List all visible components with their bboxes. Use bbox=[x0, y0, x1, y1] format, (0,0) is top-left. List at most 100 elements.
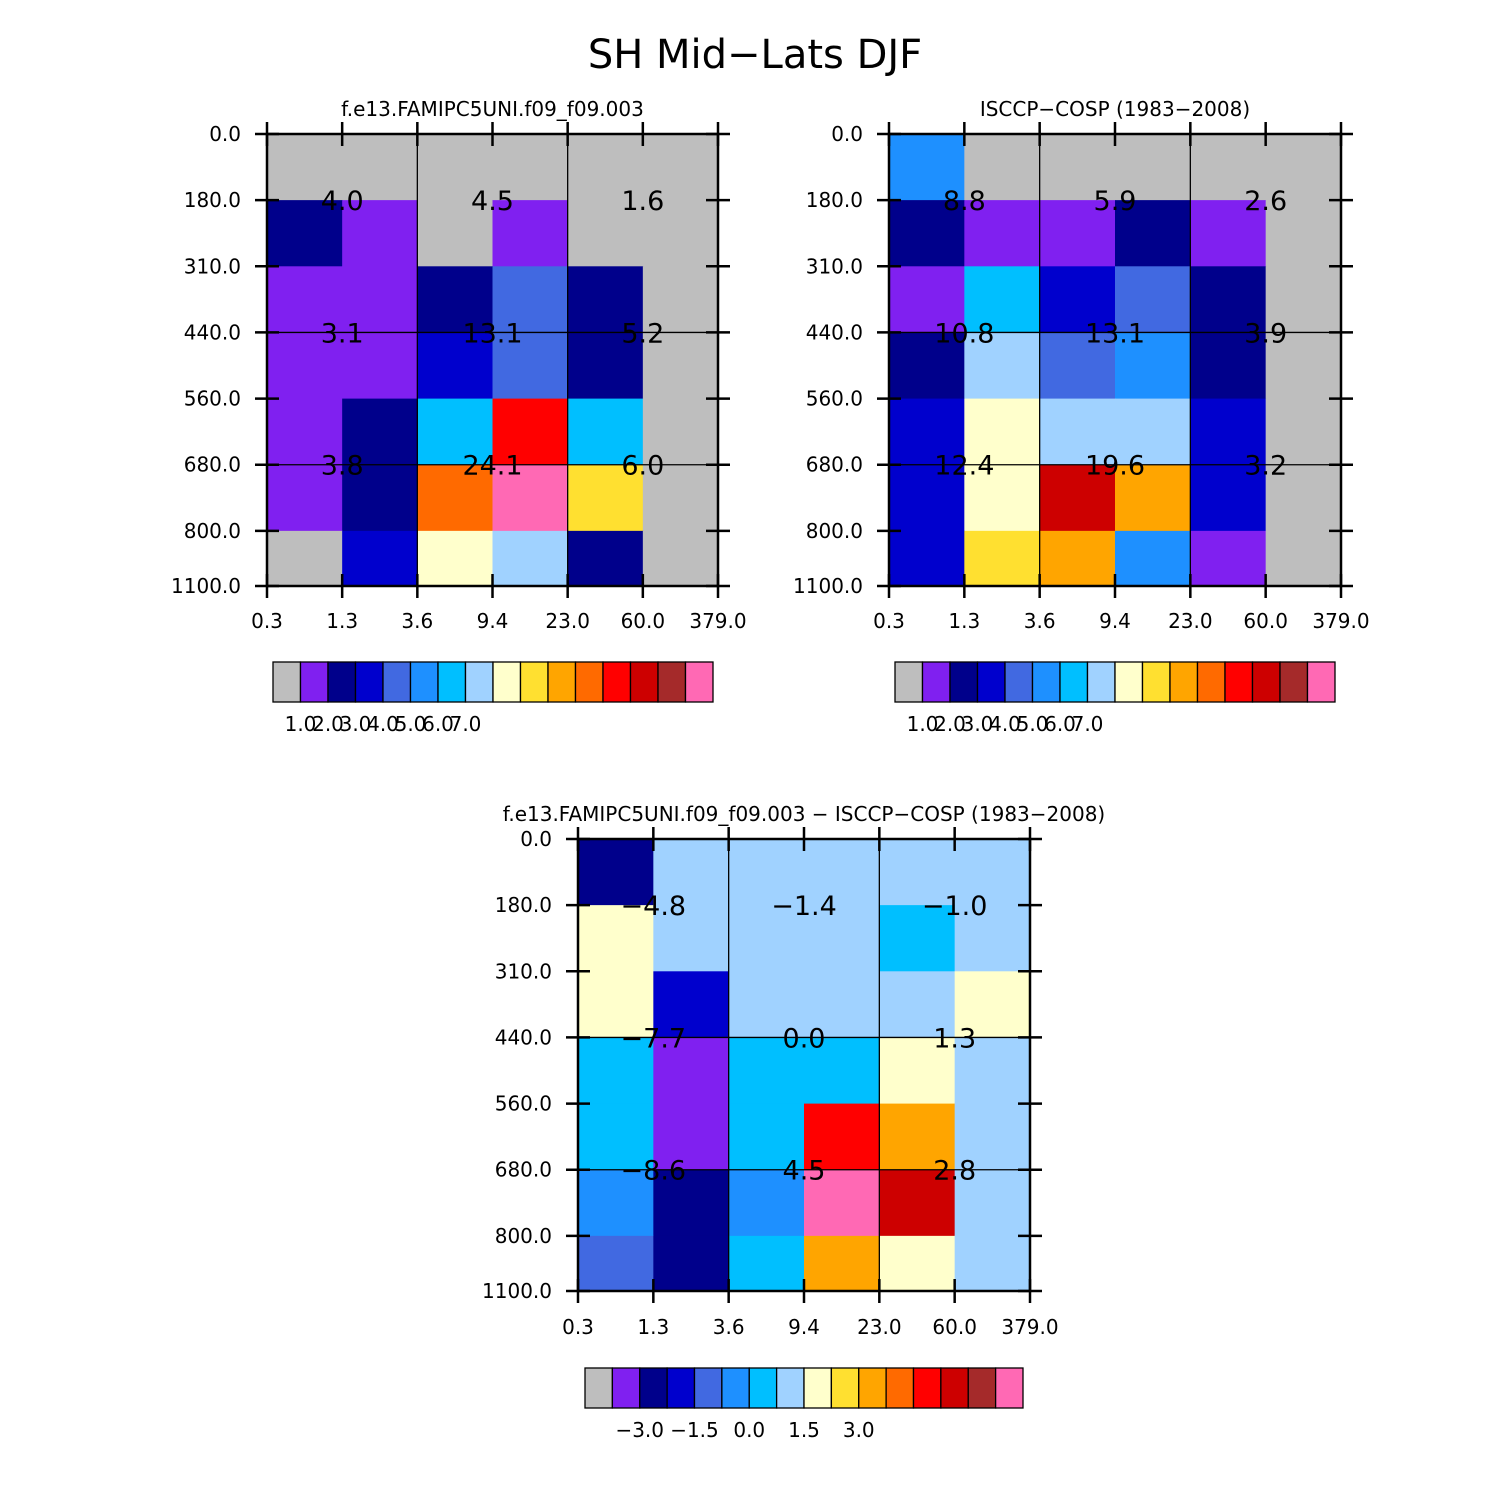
panel-title: f.e13.FAMIPC5UNI.f09_f09.003 bbox=[341, 97, 644, 121]
heatmap-cell bbox=[728, 971, 805, 1038]
y-tick-label: 800.0 bbox=[184, 519, 241, 543]
colorbar-swatch bbox=[382, 661, 412, 703]
y-tick-label: 560.0 bbox=[184, 387, 241, 411]
heatmap-cell bbox=[342, 530, 418, 587]
y-tick-label: 440.0 bbox=[806, 320, 863, 344]
heatmap-cell bbox=[1190, 266, 1267, 333]
value-annotation: 4.0 bbox=[321, 186, 364, 217]
heatmap-cell bbox=[492, 134, 569, 201]
heatmap-cell bbox=[653, 1169, 730, 1237]
y-tick-label: 680.0 bbox=[184, 453, 241, 477]
heatmap-cell bbox=[267, 266, 343, 333]
figure-title: SH Mid−Lats DJF bbox=[588, 32, 922, 78]
x-tick-label: 23.0 bbox=[857, 1315, 902, 1339]
x-tick-label: 60.0 bbox=[621, 609, 666, 633]
colorbar-swatch bbox=[1059, 661, 1089, 703]
value-annotation: 1.3 bbox=[933, 1023, 976, 1054]
heatmap-cell bbox=[889, 332, 965, 400]
heatmap-cell bbox=[1190, 464, 1267, 532]
heatmap-cell bbox=[342, 266, 418, 333]
colorbar-swatch bbox=[437, 661, 467, 703]
heatmap-cell bbox=[578, 839, 654, 906]
heatmap-cell bbox=[728, 1037, 805, 1105]
colorbar-swatch bbox=[830, 1367, 860, 1409]
heatmap-cell bbox=[964, 200, 1041, 267]
value-annotation: 19.6 bbox=[1085, 451, 1145, 482]
value-annotation: 24.1 bbox=[462, 451, 522, 482]
heatmap-cell bbox=[1039, 332, 1116, 400]
heatmap-cell bbox=[567, 200, 644, 267]
heatmap-cell bbox=[417, 398, 493, 466]
y-tick-label: 0.0 bbox=[831, 122, 863, 146]
colorbar-swatch bbox=[1306, 661, 1336, 703]
colorbar-tick-label: 3.0 bbox=[340, 712, 372, 736]
y-tick-label: 1100.0 bbox=[171, 574, 241, 598]
panel-difference: f.e13.FAMIPC5UNI.f09_f09.003 − ISCCP−COS… bbox=[482, 802, 1105, 1442]
heatmap-cell bbox=[1115, 398, 1191, 466]
value-annotation: 12.4 bbox=[934, 451, 994, 482]
colorbar-swatch bbox=[858, 1367, 887, 1409]
heatmap-cell bbox=[567, 134, 644, 201]
colorbar-swatch bbox=[1279, 661, 1309, 703]
heatmap-cell bbox=[1265, 464, 1342, 532]
colorbar-swatch bbox=[1224, 661, 1254, 703]
colorbar-swatch bbox=[1031, 661, 1061, 703]
heatmap-cell bbox=[1190, 530, 1267, 587]
heatmap-cell bbox=[1265, 266, 1342, 333]
heatmap-cell bbox=[964, 134, 1041, 201]
heatmap-cell bbox=[342, 464, 418, 532]
heatmap-cell bbox=[1265, 530, 1342, 587]
heatmap-cell bbox=[653, 1037, 730, 1105]
heatmap-cell bbox=[1039, 266, 1116, 333]
heatmap-cell bbox=[417, 464, 493, 532]
heatmap-cell bbox=[804, 905, 880, 972]
y-tick-label: 180.0 bbox=[806, 188, 863, 212]
colorbar-swatch bbox=[1169, 661, 1199, 703]
heatmap-cell bbox=[804, 1037, 880, 1105]
heatmap-cell bbox=[267, 134, 343, 201]
heatmap-cell bbox=[1190, 332, 1267, 400]
colorbar-swatch bbox=[1196, 661, 1226, 703]
x-tick-label: 379.0 bbox=[1312, 609, 1369, 633]
colorbar-swatch bbox=[775, 1367, 805, 1409]
heatmap-cell bbox=[964, 464, 1041, 532]
heatmap-cell bbox=[642, 200, 719, 267]
heatmap-cell bbox=[1190, 134, 1267, 201]
colorbar-swatch bbox=[1086, 661, 1116, 703]
heatmap-cell bbox=[889, 464, 965, 532]
x-tick-label: 9.4 bbox=[1099, 609, 1131, 633]
colorbar-swatch bbox=[639, 1367, 668, 1409]
colorbar-swatch bbox=[519, 661, 549, 703]
colorbar-tick-label: 6.0 bbox=[422, 712, 454, 736]
heatmap-cell bbox=[879, 905, 956, 972]
x-tick-label: 0.3 bbox=[873, 609, 905, 633]
y-tick-label: 680.0 bbox=[806, 453, 863, 477]
x-tick-label: 1.3 bbox=[326, 609, 358, 633]
heatmap-cell bbox=[1115, 464, 1191, 532]
colorbar-swatch bbox=[949, 661, 979, 703]
colorbar-swatch bbox=[272, 661, 302, 703]
heatmap-cell bbox=[879, 839, 956, 906]
heatmap-cell bbox=[492, 530, 569, 587]
panel-observations: ISCCP−COSP (1983−2008) 0.0 180.0 310.0 440.0… bbox=[793, 97, 1370, 736]
x-tick-label: 60.0 bbox=[1243, 609, 1288, 633]
y-tick-label: 1100.0 bbox=[793, 574, 863, 598]
colorbar-tick-label: 1.0 bbox=[285, 712, 317, 736]
heatmap-cell bbox=[1190, 200, 1267, 267]
y-tick-label: 800.0 bbox=[495, 1224, 552, 1248]
heatmap-cell bbox=[889, 134, 965, 201]
heatmap-cell bbox=[1039, 134, 1116, 201]
colorbar-swatch bbox=[894, 661, 924, 703]
colorbar-tick-label: −1.5 bbox=[670, 1418, 719, 1442]
colorbar-swatch bbox=[1141, 661, 1171, 703]
heatmap-cell bbox=[653, 1235, 730, 1292]
heatmap-cell bbox=[728, 905, 805, 972]
value-annotation: 4.5 bbox=[783, 1156, 826, 1187]
heatmap-cell bbox=[1115, 530, 1191, 587]
value-annotation: 13.1 bbox=[462, 318, 522, 349]
colorbar-tick-label: 1.5 bbox=[788, 1418, 820, 1442]
colorbar-tick-label: 7.0 bbox=[450, 712, 482, 736]
colorbar-swatch bbox=[1251, 661, 1281, 703]
heatmap-cell bbox=[492, 398, 569, 466]
colorbar-swatch bbox=[921, 661, 951, 703]
